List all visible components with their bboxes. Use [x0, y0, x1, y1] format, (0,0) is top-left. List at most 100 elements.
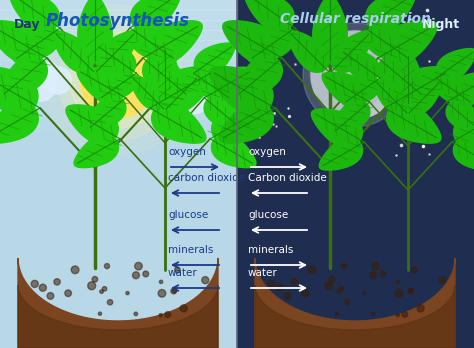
- Circle shape: [133, 272, 139, 279]
- Polygon shape: [437, 75, 474, 105]
- Polygon shape: [206, 67, 253, 103]
- Polygon shape: [96, 31, 137, 72]
- Circle shape: [303, 23, 407, 127]
- Polygon shape: [245, 0, 294, 32]
- Polygon shape: [18, 285, 218, 348]
- Circle shape: [337, 290, 340, 293]
- Text: minerals: minerals: [248, 245, 293, 255]
- Bar: [0, 70, 237, 80]
- Circle shape: [335, 312, 338, 315]
- Circle shape: [284, 293, 291, 299]
- Text: glucose: glucose: [168, 210, 208, 220]
- Circle shape: [395, 290, 403, 297]
- Polygon shape: [454, 109, 474, 148]
- Polygon shape: [343, 75, 380, 105]
- Polygon shape: [0, 21, 45, 64]
- Bar: [0, 130, 237, 140]
- Circle shape: [47, 293, 54, 299]
- Bar: [0, 20, 237, 30]
- Circle shape: [408, 288, 413, 294]
- Polygon shape: [219, 102, 273, 143]
- Text: Cellular respiration: Cellular respiration: [280, 12, 430, 26]
- Polygon shape: [194, 43, 235, 77]
- Circle shape: [159, 280, 163, 284]
- Circle shape: [31, 280, 38, 287]
- Polygon shape: [95, 43, 136, 77]
- Polygon shape: [152, 66, 216, 115]
- Circle shape: [402, 311, 408, 317]
- Circle shape: [410, 288, 414, 293]
- Circle shape: [380, 271, 386, 277]
- Text: Night: Night: [422, 18, 460, 31]
- Circle shape: [329, 276, 335, 282]
- Circle shape: [126, 292, 129, 295]
- Circle shape: [311, 31, 399, 119]
- Circle shape: [171, 288, 176, 294]
- Polygon shape: [311, 109, 363, 148]
- Circle shape: [98, 312, 101, 315]
- Polygon shape: [378, 55, 425, 98]
- Text: water: water: [168, 268, 198, 278]
- Polygon shape: [319, 137, 363, 170]
- Polygon shape: [446, 100, 474, 134]
- Circle shape: [80, 42, 156, 118]
- Circle shape: [58, 20, 178, 140]
- Circle shape: [344, 300, 350, 305]
- Polygon shape: [0, 102, 38, 143]
- Polygon shape: [409, 80, 442, 113]
- Circle shape: [45, 67, 72, 94]
- Circle shape: [92, 276, 98, 282]
- Circle shape: [370, 272, 376, 279]
- Polygon shape: [151, 47, 179, 96]
- Circle shape: [268, 280, 275, 287]
- Circle shape: [199, 85, 221, 108]
- Text: oxygen: oxygen: [168, 147, 206, 157]
- Circle shape: [276, 284, 283, 291]
- Polygon shape: [288, 31, 329, 72]
- Polygon shape: [152, 102, 206, 143]
- Circle shape: [70, 32, 166, 128]
- Polygon shape: [194, 70, 232, 102]
- Circle shape: [341, 263, 346, 269]
- Polygon shape: [145, 21, 202, 64]
- Circle shape: [65, 290, 72, 296]
- Polygon shape: [87, 96, 126, 131]
- Bar: [0, 90, 237, 100]
- Polygon shape: [77, 67, 124, 103]
- Circle shape: [9, 70, 35, 95]
- Polygon shape: [387, 66, 451, 115]
- Bar: [0, 30, 237, 40]
- Circle shape: [88, 282, 96, 290]
- Polygon shape: [18, 258, 218, 348]
- Text: carbon dioxide: carbon dioxide: [168, 173, 245, 183]
- Polygon shape: [165, 76, 200, 110]
- Polygon shape: [365, 0, 415, 32]
- Circle shape: [202, 277, 209, 284]
- Circle shape: [325, 282, 333, 290]
- Polygon shape: [453, 137, 474, 170]
- Circle shape: [309, 31, 389, 111]
- Polygon shape: [53, 31, 94, 72]
- Circle shape: [193, 81, 211, 99]
- Circle shape: [180, 305, 187, 312]
- Polygon shape: [0, 66, 38, 115]
- Bar: [0, 0, 237, 348]
- Circle shape: [396, 280, 400, 284]
- Circle shape: [339, 286, 344, 291]
- Circle shape: [21, 66, 41, 86]
- Circle shape: [291, 279, 297, 285]
- Text: Photosynthesis: Photosynthesis: [46, 12, 190, 30]
- Polygon shape: [322, 72, 368, 107]
- Polygon shape: [204, 96, 243, 131]
- Text: Carbon dioxide: Carbon dioxide: [248, 173, 327, 183]
- Bar: [0, 80, 237, 90]
- Polygon shape: [437, 49, 474, 81]
- Polygon shape: [211, 134, 256, 168]
- Circle shape: [182, 87, 209, 113]
- Bar: [0, 40, 237, 50]
- Circle shape: [170, 87, 191, 108]
- Polygon shape: [448, 72, 474, 107]
- Polygon shape: [143, 55, 190, 98]
- Bar: [0, 0, 237, 10]
- Circle shape: [135, 262, 142, 270]
